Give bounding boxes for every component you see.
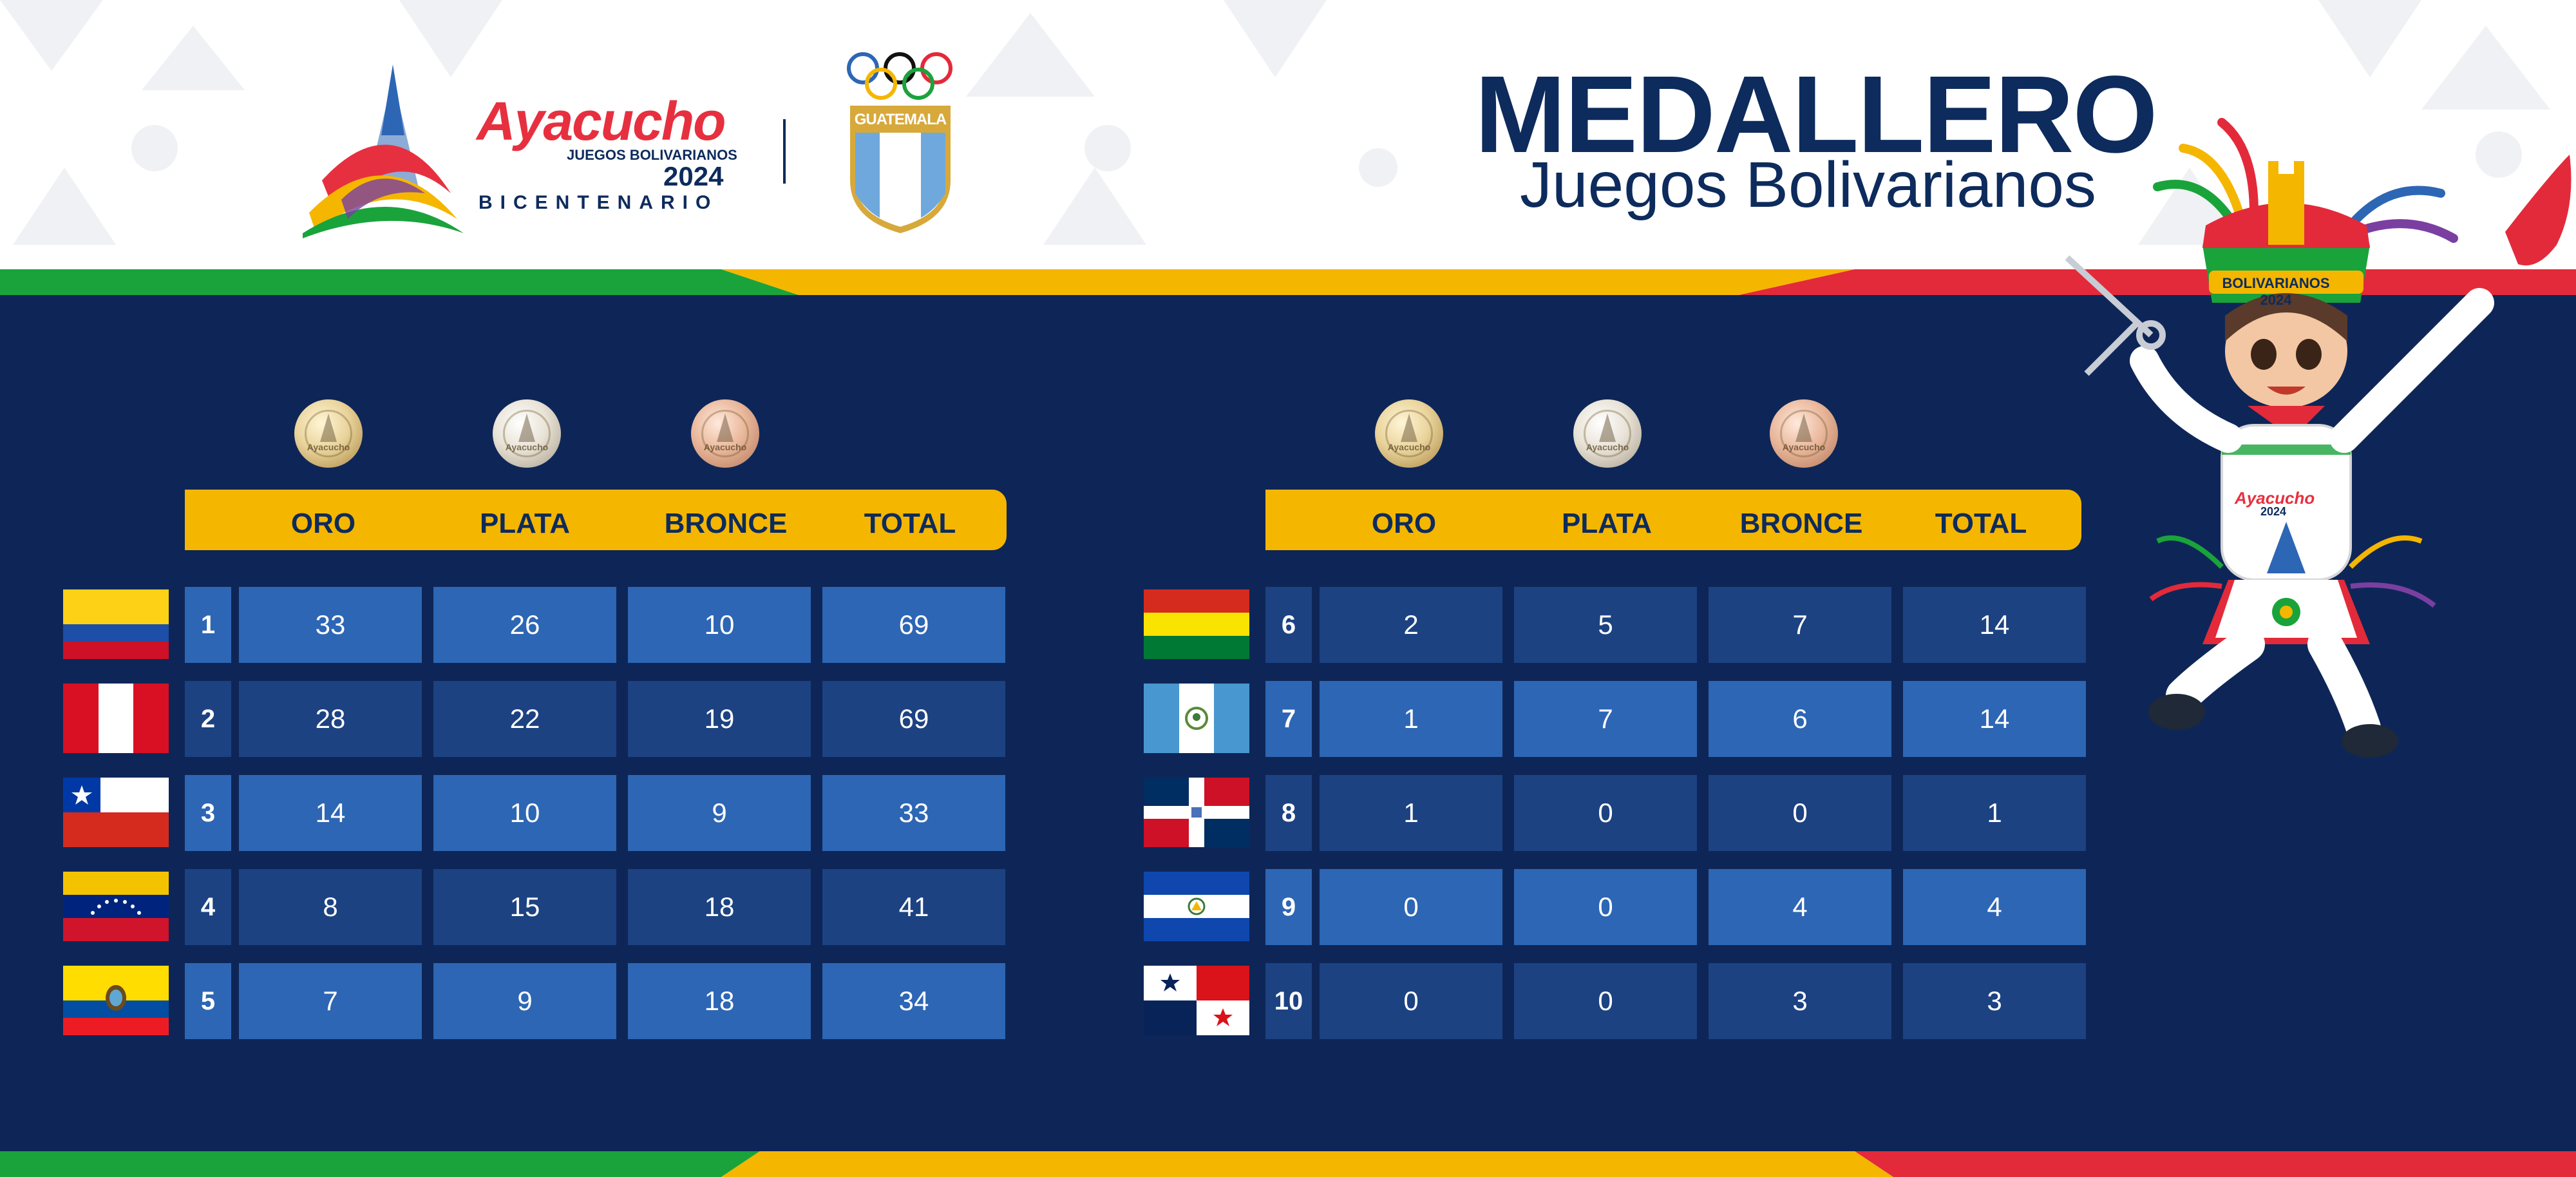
chile-flag-icon <box>63 778 169 847</box>
bronce-cell: 18 <box>628 869 811 945</box>
rank-cell: 8 <box>1265 775 1312 851</box>
plata-cell: 5 <box>1514 587 1697 663</box>
plata-cell: 9 <box>433 963 616 1039</box>
mascot-illustration-icon <box>2065 118 2571 758</box>
ayacucho-logo-subtitle: JUEGOS BOLIVARIANOS <box>567 147 737 163</box>
plata-cell: 0 <box>1514 963 1697 1039</box>
rank-cell: 5 <box>185 963 231 1039</box>
bolivia-flag-icon <box>1144 589 1249 659</box>
oro-cell: 0 <box>1320 963 1502 1039</box>
ayacucho-games-logo-icon <box>303 64 464 238</box>
gold-medal-icon: Ayacucho <box>294 399 363 468</box>
total-cell: 14 <box>1903 587 2086 663</box>
oro-cell: 7 <box>239 963 422 1039</box>
total-cell: 41 <box>822 869 1005 945</box>
plata-cell: 0 <box>1514 869 1697 945</box>
silver-medal-icon: Ayacucho <box>493 399 561 468</box>
rank-cell: 7 <box>1265 681 1312 757</box>
ayacucho-logo-tagline: BICENTENARIO <box>478 192 719 213</box>
colombia-flag-icon <box>63 589 169 659</box>
olympic-rings-icon <box>847 52 952 100</box>
oro-cell: 8 <box>239 869 422 945</box>
column-header-bronce: BRONCE <box>664 508 788 539</box>
column-header-oro: ORO <box>1371 508 1437 539</box>
oro-cell: 33 <box>239 587 422 663</box>
page-subtitle: Juegos Bolivarianos <box>1520 149 2096 221</box>
column-header-oro: ORO <box>290 508 356 539</box>
gold-medal-icon: Ayacucho <box>1375 399 1443 468</box>
header-background-pattern <box>0 0 2550 245</box>
total-cell: 3 <box>1903 963 2086 1039</box>
bronce-cell: 3 <box>1709 963 1891 1039</box>
bronce-cell: 7 <box>1709 587 1891 663</box>
dominican-republic-flag-icon <box>1144 778 1249 847</box>
mascot-shirt-label: Ayacucho <box>2235 488 2315 508</box>
plata-cell: 15 <box>433 869 616 945</box>
bronce-cell: 4 <box>1709 869 1891 945</box>
bronce-cell: 19 <box>628 681 811 757</box>
rank-cell: 2 <box>185 681 231 757</box>
total-cell: 4 <box>1903 869 2086 945</box>
rank-cell: 3 <box>185 775 231 851</box>
bronce-cell: 18 <box>628 963 811 1039</box>
rank-cell: 6 <box>1265 587 1312 663</box>
total-cell: 34 <box>822 963 1005 1039</box>
oro-cell: 1 <box>1320 681 1502 757</box>
top-color-stripe <box>0 269 2576 295</box>
mascot-hat-label: BOLIVARIANOS 2024 <box>2222 275 2330 308</box>
guatemala-olympic-shield-icon <box>850 106 951 233</box>
plata-cell: 26 <box>433 587 616 663</box>
medal-table-panel: Ayacucho Ayacucho Ayacucho Ayacucho Ayac… <box>0 295 2576 1151</box>
bronce-cell: 6 <box>1709 681 1891 757</box>
rank-cell: 10 <box>1265 963 1312 1039</box>
plata-cell: 10 <box>433 775 616 851</box>
plata-cell: 22 <box>433 681 616 757</box>
panama-flag-icon <box>1144 966 1249 1035</box>
header-divider <box>783 119 786 184</box>
header: Ayacucho JUEGOS BOLIVARIANOS 2024 BICENT… <box>0 0 2576 271</box>
total-cell: 69 <box>822 587 1005 663</box>
left-table-header-bar <box>185 490 1007 550</box>
column-header-plata: PLATA <box>1561 508 1653 539</box>
column-header-plata: PLATA <box>479 508 571 539</box>
total-cell: 1 <box>1903 775 2086 851</box>
oro-cell: 14 <box>239 775 422 851</box>
bronze-medal-icon: Ayacucho <box>691 399 759 468</box>
bronce-cell: 9 <box>628 775 811 851</box>
oro-cell: 0 <box>1320 869 1502 945</box>
total-cell: 33 <box>822 775 1005 851</box>
right-table-header-bar <box>1265 490 2081 550</box>
silver-medal-icon: Ayacucho <box>1573 399 1642 468</box>
bronze-medal-icon: Ayacucho <box>1770 399 1838 468</box>
bottom-color-stripe <box>0 1151 2576 1177</box>
oro-cell: 28 <box>239 681 422 757</box>
plata-cell: 0 <box>1514 775 1697 851</box>
rank-cell: 1 <box>185 587 231 663</box>
oro-cell: 1 <box>1320 775 1502 851</box>
peru-flag-icon <box>63 684 169 753</box>
column-header-total: TOTAL <box>1935 508 2027 539</box>
el-salvador-flag-icon <box>1144 872 1249 941</box>
venezuela-flag-icon <box>63 872 169 941</box>
bronce-cell: 0 <box>1709 775 1891 851</box>
rank-cell: 4 <box>185 869 231 945</box>
guatemala-flag-icon <box>1144 684 1249 753</box>
plata-cell: 7 <box>1514 681 1697 757</box>
column-header-bronce: BRONCE <box>1739 508 1863 539</box>
column-header-total: TOTAL <box>864 508 956 539</box>
ecuador-flag-icon <box>63 966 169 1035</box>
rank-cell: 9 <box>1265 869 1312 945</box>
total-cell: 69 <box>822 681 1005 757</box>
ayacucho-logo-year: 2024 <box>663 161 724 191</box>
ayacucho-wordmark: Ayacucho <box>477 91 726 151</box>
total-cell: 14 <box>1903 681 2086 757</box>
oro-cell: 2 <box>1320 587 1502 663</box>
bronce-cell: 10 <box>628 587 811 663</box>
mascot-shirt-year: 2024 <box>2260 505 2287 518</box>
guatemala-shield-label: GUATEMALA <box>854 111 947 128</box>
page-title: MEDALLERO <box>1475 53 2158 176</box>
